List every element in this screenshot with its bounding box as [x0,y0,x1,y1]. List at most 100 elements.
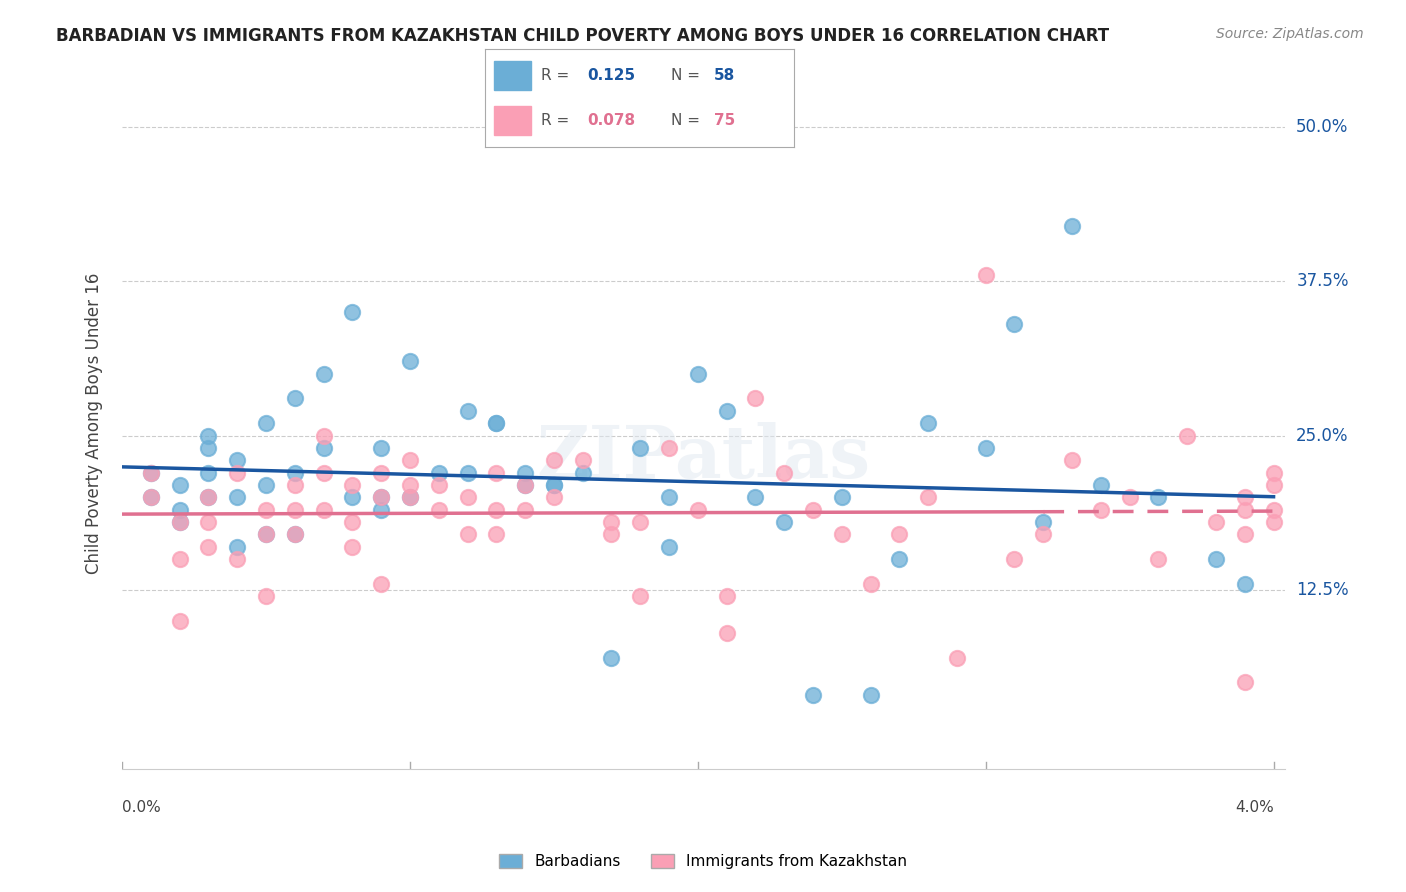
Point [427,478,450,492]
Point [169,614,191,628]
Point [1263,515,1285,529]
Point [139,490,162,504]
Point [197,540,219,554]
Text: ZIPatlas: ZIPatlas [537,422,870,493]
Point [342,490,364,504]
Point [139,490,162,504]
Point [1205,552,1227,566]
FancyBboxPatch shape [495,61,531,90]
Point [917,416,939,430]
Point [342,540,364,554]
Point [370,502,392,516]
Point [974,441,997,455]
Point [312,367,335,381]
Point [1175,428,1198,442]
Text: 58: 58 [714,68,735,83]
Point [1205,515,1227,529]
Point [1291,490,1313,504]
Point [1004,552,1026,566]
Point [658,490,681,504]
Point [399,490,422,504]
Point [889,552,911,566]
Point [773,515,796,529]
Text: 75: 75 [714,113,735,128]
Point [399,478,422,492]
Point [889,527,911,541]
Point [197,466,219,480]
Point [485,416,508,430]
Point [284,478,307,492]
Text: 12.5%: 12.5% [1296,581,1348,599]
Point [226,466,249,480]
Point [716,626,738,640]
Point [370,441,392,455]
Point [1090,502,1112,516]
Point [831,490,853,504]
Point [312,466,335,480]
Point [197,490,219,504]
Point [427,466,450,480]
Point [859,688,882,702]
Point [169,515,191,529]
Legend: Barbadians, Immigrants from Kazakhstan: Barbadians, Immigrants from Kazakhstan [492,848,914,875]
Point [1004,318,1026,332]
Point [169,515,191,529]
Point [543,490,565,504]
Point [543,478,565,492]
Point [312,502,335,516]
Point [1118,490,1140,504]
Point [254,416,277,430]
Point [370,490,392,504]
Point [1032,527,1054,541]
Text: 0.125: 0.125 [588,68,636,83]
Point [1060,219,1083,233]
Point [513,466,536,480]
Text: 4.0%: 4.0% [1234,800,1274,814]
Point [543,478,565,492]
Point [312,441,335,455]
Point [628,515,651,529]
Point [284,527,307,541]
Point [801,502,824,516]
Point [399,354,422,368]
Point [686,502,709,516]
Point [342,515,364,529]
Point [342,305,364,319]
Point [370,490,392,504]
Point [658,441,681,455]
Point [197,490,219,504]
Point [399,490,422,504]
Point [1233,502,1256,516]
Point [543,453,565,467]
Point [226,552,249,566]
Point [917,490,939,504]
Point [254,589,277,603]
Point [801,688,824,702]
Point [628,589,651,603]
Point [197,428,219,442]
Point [169,478,191,492]
Point [457,404,479,418]
Point [1263,502,1285,516]
Point [513,478,536,492]
Point [571,453,593,467]
Point [312,428,335,442]
Point [831,527,853,541]
Point [744,490,766,504]
Point [773,466,796,480]
Point [600,650,623,665]
Point [1233,527,1256,541]
Point [197,515,219,529]
Point [1263,466,1285,480]
Point [628,441,651,455]
Point [457,527,479,541]
Point [254,527,277,541]
Point [600,515,623,529]
Point [284,392,307,406]
Point [197,441,219,455]
Point [1090,478,1112,492]
Point [284,502,307,516]
Point [1060,453,1083,467]
Point [1233,576,1256,591]
Point [226,540,249,554]
